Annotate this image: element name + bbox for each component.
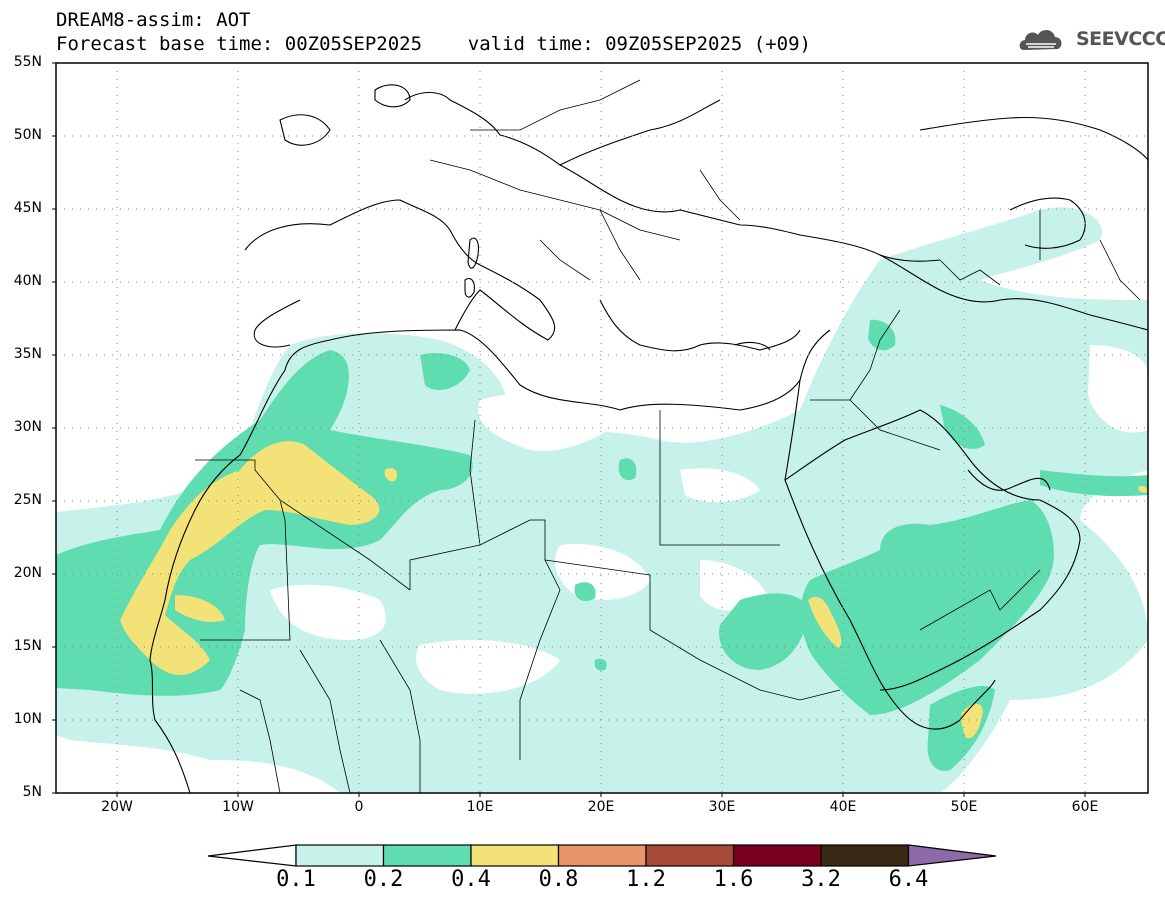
lat-label: 55N xyxy=(13,54,42,70)
lat-label: 10N xyxy=(13,711,42,727)
colorbar-segment xyxy=(295,844,385,867)
title-line-1: DREAM8-assim: AOT xyxy=(56,9,251,31)
lat-label: 30N xyxy=(13,419,42,435)
lon-label: 0 xyxy=(354,799,364,815)
colorbar-label: 0.1 xyxy=(276,867,316,892)
cloud-icon xyxy=(1019,29,1062,50)
lat-label: 5N xyxy=(22,784,42,800)
colorbar-label: 1.6 xyxy=(713,867,754,892)
lon-label: 20W xyxy=(101,799,133,815)
lat-label: 45N xyxy=(13,200,42,216)
lon-label: 30E xyxy=(708,799,736,815)
aot-field-clear xyxy=(270,345,1148,694)
lat-label: 20N xyxy=(13,565,42,581)
map-ticks xyxy=(52,62,1086,797)
lon-label: 50E xyxy=(950,799,978,815)
lat-label: 35N xyxy=(13,346,42,362)
colorbar-segment xyxy=(732,844,822,867)
lon-label: 20E xyxy=(587,799,615,815)
lat-label: 50N xyxy=(13,127,42,143)
lon-label: 60E xyxy=(1071,799,1099,815)
lat-label: 15N xyxy=(13,638,42,654)
colorbar-segment xyxy=(557,844,647,867)
colorbar-arrow-high xyxy=(907,844,997,867)
colorbar-segment xyxy=(645,844,735,867)
colorbar-segment xyxy=(470,844,560,867)
colorbar-label: 1.2 xyxy=(626,867,666,892)
title-line-2: Forecast base time: 00Z05SEP2025 valid t… xyxy=(56,33,811,55)
coastlines xyxy=(149,84,1148,793)
colorbar-label: 6.4 xyxy=(888,867,929,892)
lon-label: 40E xyxy=(829,799,857,815)
lon-label: 10E xyxy=(466,799,494,815)
aot-field-high xyxy=(120,441,1148,739)
colorbar-segment xyxy=(382,844,472,867)
colorbar-label: 0.2 xyxy=(363,867,404,892)
colorbar-label: 0.8 xyxy=(538,867,579,892)
lat-label: 25N xyxy=(13,492,42,508)
lon-label: 10W xyxy=(222,799,254,815)
colorbar-label: 0.4 xyxy=(451,867,491,892)
lat-label: 40N xyxy=(13,273,42,289)
logo-text: SEEVCCC xyxy=(1076,28,1165,50)
colorbar-segment xyxy=(820,844,910,867)
colorbar-label: 3.2 xyxy=(801,867,841,892)
colorbar-arrow-low xyxy=(207,844,297,867)
